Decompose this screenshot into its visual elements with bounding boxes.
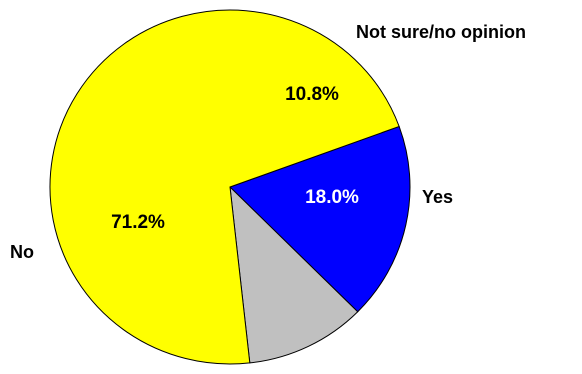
pie-category-label-not-sure-no-opinion: Not sure/no opinion — [356, 22, 526, 42]
pie-slice-no — [49, 9, 400, 365]
pie-slice-yes — [229, 125, 411, 313]
pie-slice-not-sure-no-opinion — [229, 185, 359, 364]
slices-layer — [49, 9, 411, 365]
pie-value-label-no: 71.2% — [111, 212, 165, 233]
pie-value-label-not-sure-no-opinion: 10.8% — [285, 84, 339, 105]
pie-value-label-yes: 18.0% — [305, 187, 359, 208]
pie-category-label-no: No — [10, 242, 34, 262]
pie-category-label-yes: Yes — [422, 187, 453, 207]
labels-layer: 18.0% Yes 10.8% Not sure/no opinion 71.2% No — [10, 22, 526, 262]
